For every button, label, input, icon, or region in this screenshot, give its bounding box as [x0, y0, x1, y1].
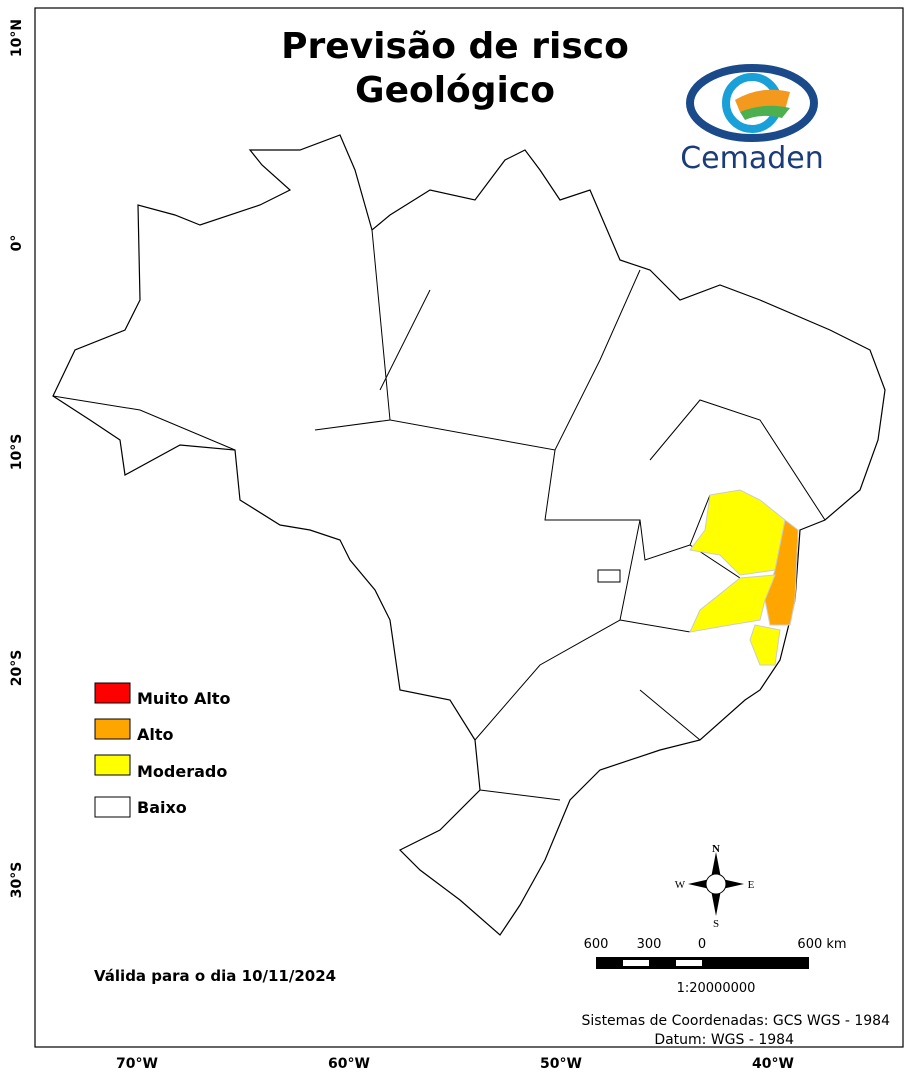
- footer-text: Datum: WGS - 1984: [654, 1032, 794, 1048]
- lat-label: 10°S: [9, 434, 25, 471]
- scale-label: 0: [698, 937, 706, 952]
- compass: N S E W: [675, 843, 755, 930]
- compass-label: W: [675, 879, 686, 891]
- moderate-region: [749, 624, 781, 666]
- logo-text: Cemaden: [680, 141, 824, 176]
- lat-label: 30°S: [9, 862, 25, 899]
- lat-label: 0°: [9, 235, 25, 252]
- scale-ratio: 1:20000000: [677, 981, 756, 996]
- legend: Muito Alto Alto Moderado Baixo: [94, 682, 231, 818]
- moderate-region: [689, 574, 776, 633]
- scale-label: 600: [584, 937, 609, 952]
- scale-label: 300: [637, 937, 662, 952]
- compass-label: E: [748, 879, 755, 891]
- compass-label: N: [712, 843, 720, 855]
- lon-label: 40°W: [752, 1056, 794, 1072]
- legend-label: Alto: [137, 725, 174, 744]
- lon-label: 50°W: [540, 1056, 582, 1072]
- lon-label: 60°W: [328, 1056, 370, 1072]
- legend-swatch: [94, 718, 131, 740]
- legend-label: Moderado: [137, 762, 227, 781]
- legend-label: Muito Alto: [137, 689, 231, 708]
- scale-label: 600 km: [797, 937, 846, 952]
- footer-text: Sistemas de Coordenadas: GCS WGS - 1984: [582, 1013, 891, 1029]
- compass-label: S: [713, 918, 719, 930]
- legend-swatch: [94, 796, 131, 818]
- lat-label: 10°N: [9, 19, 25, 57]
- legend-swatch: [94, 682, 131, 704]
- title: Previsão de risco: [281, 26, 629, 67]
- lat-label: 20°S: [9, 650, 25, 687]
- longitude-labels: 70°W 60°W 50°W 40°W: [116, 1056, 794, 1072]
- legend-label: Baixo: [137, 798, 187, 817]
- legend-swatch: [94, 754, 131, 776]
- logo: [686, 64, 818, 142]
- scale-bar: 600 300 0 600 km 1:20000000: [584, 937, 847, 996]
- title: Geológico: [355, 70, 555, 111]
- lon-label: 70°W: [116, 1056, 158, 1072]
- moderate-region: [689, 489, 786, 576]
- validity-text: Válida para o dia 10/11/2024: [94, 967, 336, 985]
- latitude-labels: 10°N 0° 10°S 20°S 30°S: [9, 19, 25, 898]
